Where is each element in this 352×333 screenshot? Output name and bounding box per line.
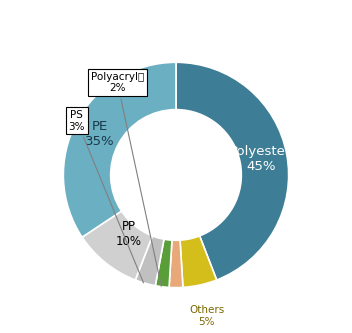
Wedge shape	[155, 239, 172, 287]
Wedge shape	[169, 240, 183, 288]
Text: Polyacryl계
2%: Polyacryl계 2%	[91, 72, 161, 286]
Text: Others
5%: Others 5%	[189, 305, 225, 327]
Text: Polyester
45%: Polyester 45%	[230, 145, 291, 173]
Text: PE
35%: PE 35%	[85, 120, 115, 148]
Wedge shape	[176, 62, 289, 280]
Text: PP
10%: PP 10%	[115, 220, 142, 248]
Wedge shape	[135, 236, 164, 286]
Text: PS
3%: PS 3%	[69, 110, 144, 283]
Wedge shape	[82, 211, 152, 280]
Wedge shape	[63, 62, 176, 237]
Wedge shape	[180, 236, 217, 287]
